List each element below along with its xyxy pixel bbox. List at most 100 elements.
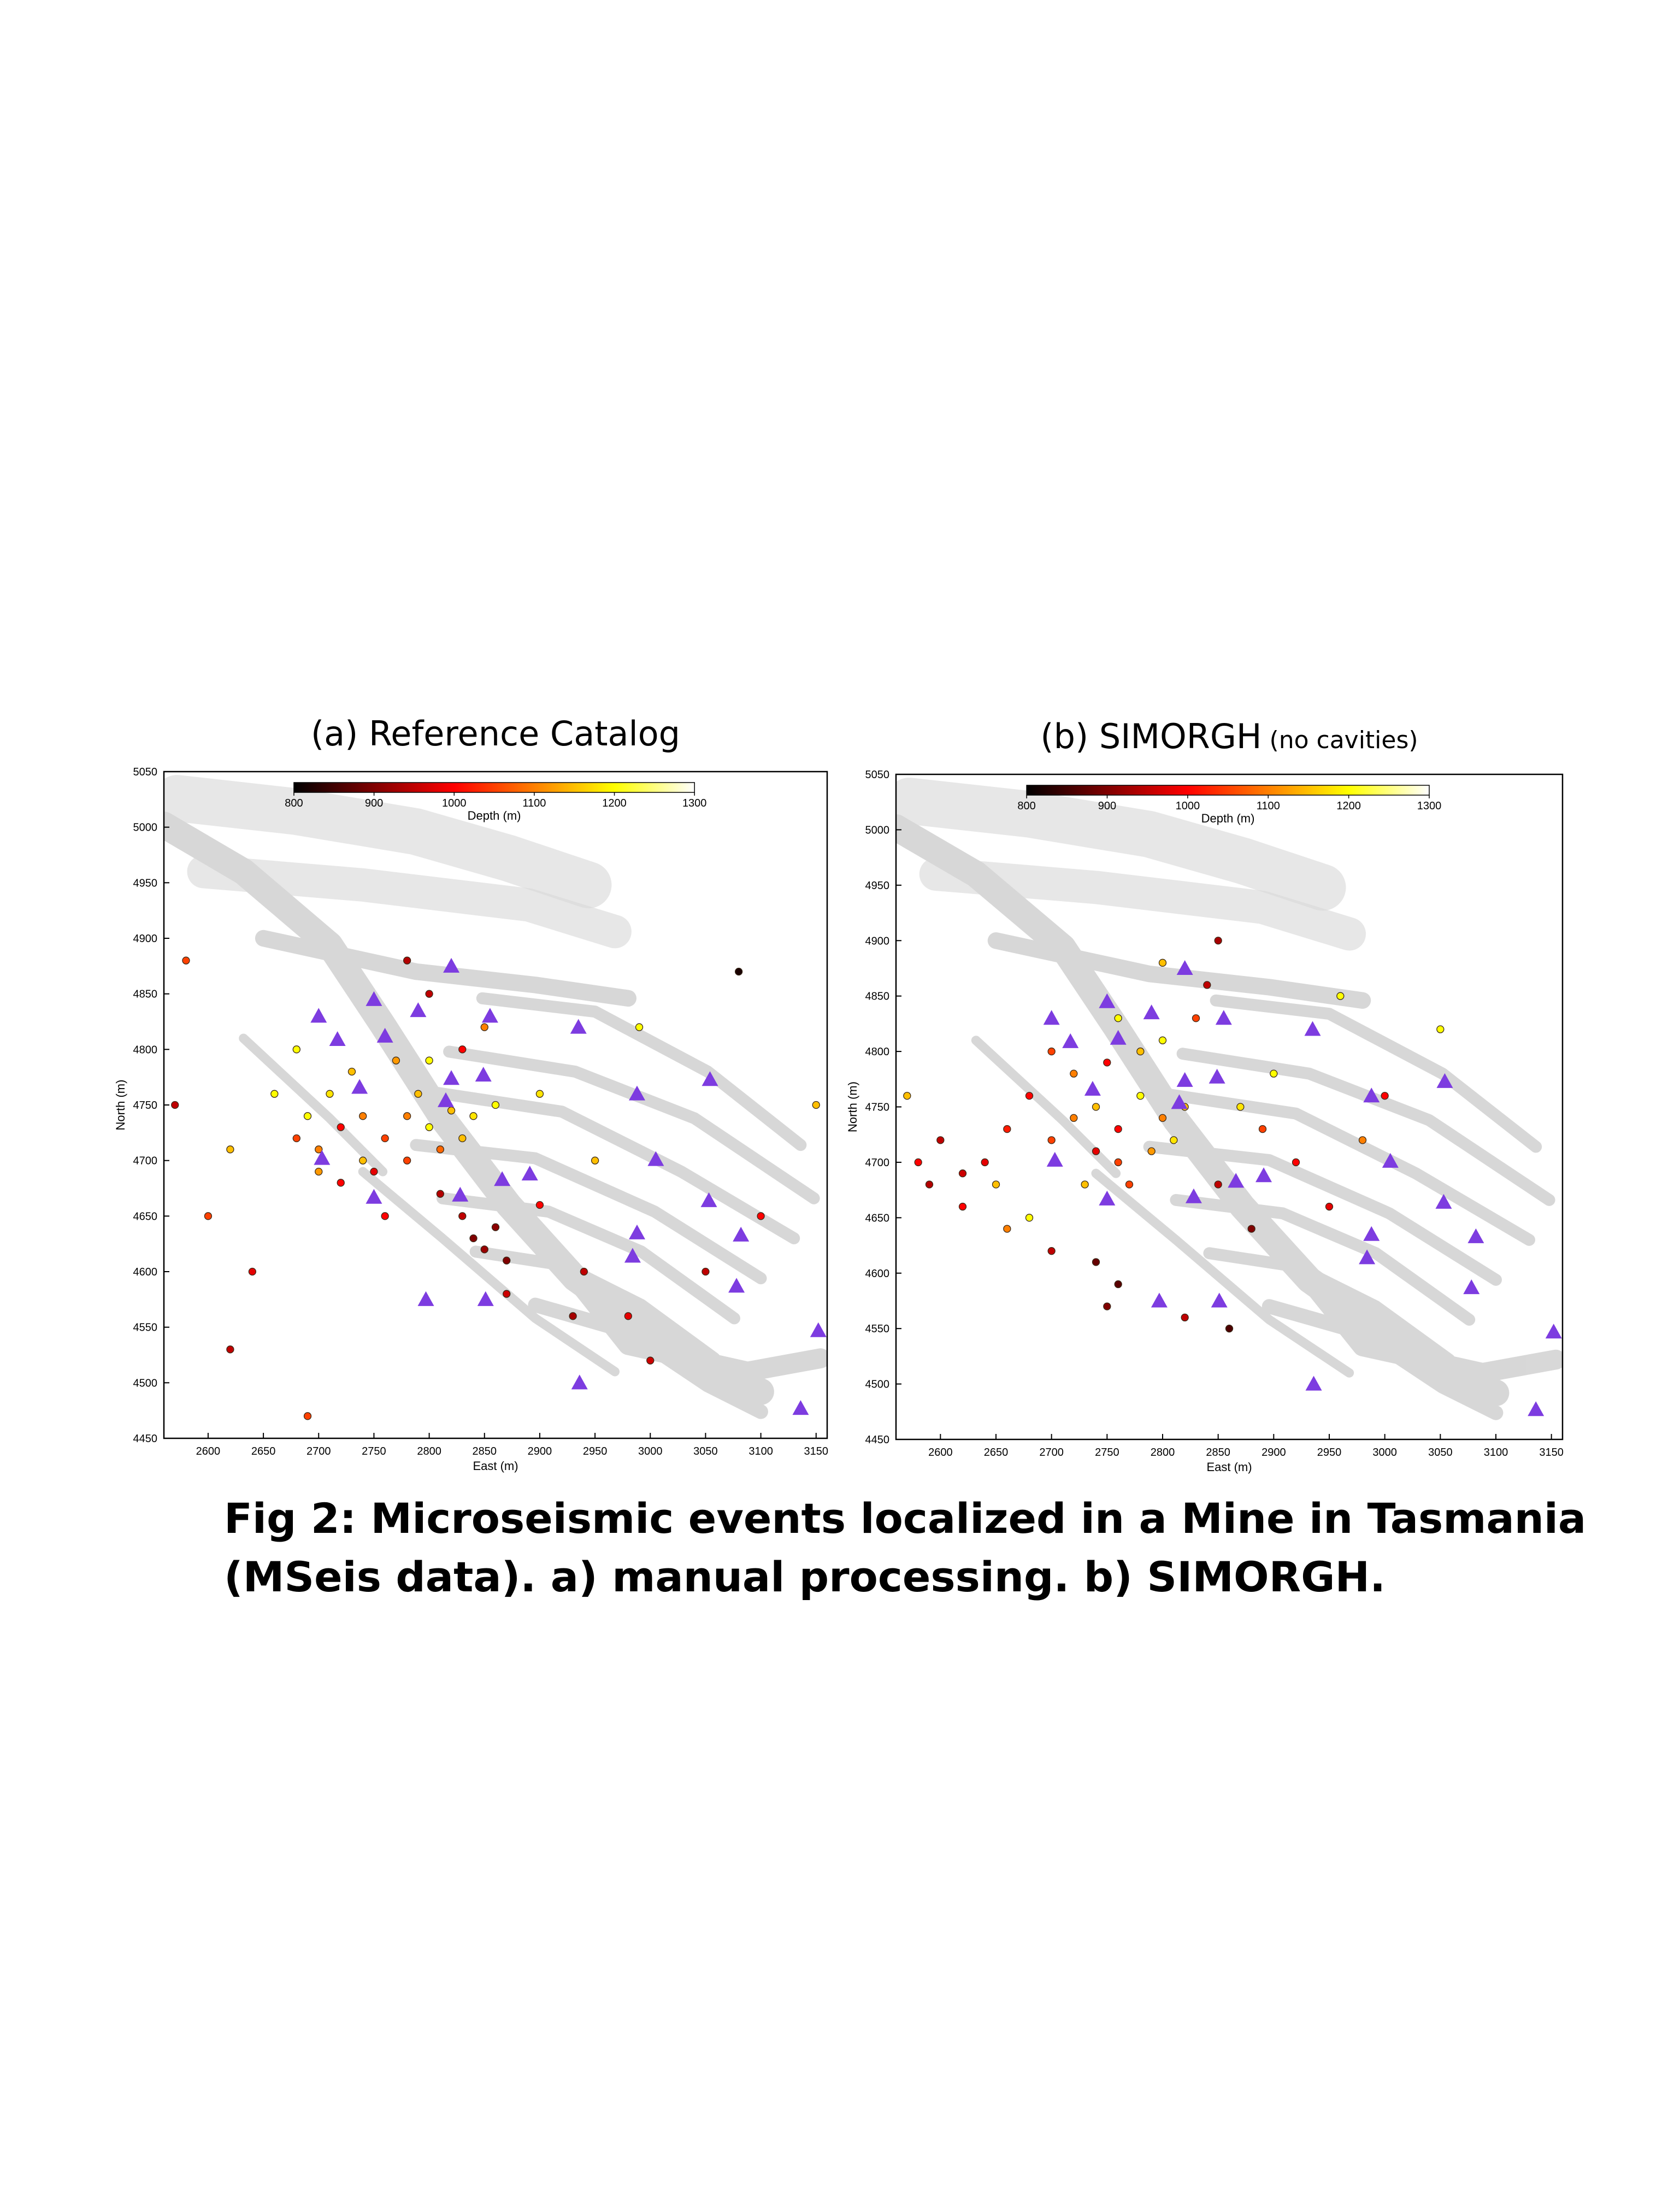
- station: [443, 957, 460, 973]
- event: [1092, 1103, 1100, 1111]
- event: [1047, 1047, 1056, 1056]
- x-tick-label: 2900: [1262, 1447, 1286, 1459]
- event: [936, 1136, 945, 1144]
- event: [1225, 1325, 1234, 1333]
- y-tick-label: 4900: [865, 935, 890, 947]
- event: [757, 1212, 765, 1220]
- event: [425, 990, 433, 998]
- station: [810, 1322, 827, 1337]
- title-main: (a) Reference Catalog: [311, 714, 680, 754]
- station: [417, 1291, 434, 1306]
- station: [1528, 1401, 1545, 1416]
- title-main: (b) SIMORGH: [1040, 716, 1262, 756]
- event: [1114, 1158, 1122, 1167]
- event: [734, 967, 743, 976]
- station: [1099, 993, 1116, 1008]
- x-tick-label: 2600: [196, 1445, 221, 1457]
- x-tick-label: 3100: [1484, 1447, 1508, 1459]
- event: [359, 1112, 367, 1120]
- event: [1170, 1136, 1178, 1144]
- y-tick-label: 5000: [865, 824, 890, 836]
- station: [733, 1226, 750, 1242]
- event: [1214, 937, 1222, 945]
- event: [370, 1167, 378, 1176]
- event: [270, 1090, 279, 1098]
- x-tick-label: 2800: [417, 1445, 441, 1457]
- x-tick-label: 2800: [1151, 1447, 1175, 1459]
- station: [314, 1150, 331, 1165]
- station: [494, 1171, 511, 1186]
- x-tick-label: 2750: [362, 1445, 386, 1457]
- event: [347, 1067, 356, 1076]
- station: [1211, 1292, 1228, 1308]
- event: [1114, 1125, 1122, 1133]
- event: [992, 1180, 1000, 1189]
- event: [1381, 1092, 1389, 1100]
- station: [1185, 1188, 1202, 1203]
- y-tick-label: 4650: [865, 1212, 890, 1224]
- colorbar-tick-label: 800: [1017, 800, 1035, 812]
- station: [1228, 1173, 1245, 1188]
- station: [1304, 1021, 1321, 1036]
- station: [1463, 1279, 1480, 1295]
- station: [351, 1079, 368, 1094]
- event: [1247, 1225, 1255, 1233]
- event: [812, 1101, 820, 1109]
- event: [503, 1256, 511, 1265]
- chart-title: (a) Reference Catalog: [311, 714, 680, 754]
- event: [469, 1234, 478, 1243]
- station: [477, 1291, 494, 1306]
- event: [1047, 1247, 1056, 1255]
- y-tick-label: 4600: [865, 1268, 890, 1280]
- event: [337, 1123, 345, 1131]
- station: [1436, 1073, 1453, 1088]
- station: [1143, 1004, 1160, 1020]
- event: [326, 1090, 334, 1098]
- station: [571, 1374, 588, 1390]
- station: [728, 1278, 745, 1293]
- station: [628, 1224, 645, 1239]
- station: [366, 1189, 382, 1204]
- event: [635, 1023, 644, 1031]
- event: [580, 1267, 588, 1276]
- event: [1158, 1114, 1167, 1122]
- colorbar-tick-label: 800: [285, 797, 303, 809]
- x-tick-label: 3150: [1539, 1447, 1564, 1459]
- event: [1092, 1258, 1100, 1266]
- event: [436, 1190, 444, 1198]
- event: [1092, 1147, 1100, 1155]
- station: [1255, 1167, 1272, 1183]
- event: [292, 1045, 300, 1054]
- x-tick-label: 2650: [984, 1447, 1009, 1459]
- station: [1305, 1375, 1322, 1391]
- event: [337, 1179, 345, 1187]
- x-tick-label: 2600: [928, 1447, 953, 1459]
- x-tick-label: 2700: [1039, 1447, 1064, 1459]
- event: [535, 1090, 544, 1098]
- event: [903, 1092, 911, 1100]
- event: [1136, 1047, 1145, 1056]
- y-axis-label: North (m): [114, 1080, 127, 1131]
- event: [1070, 1069, 1078, 1078]
- event: [1236, 1103, 1245, 1111]
- y-tick-label: 4900: [133, 933, 158, 945]
- station: [376, 1027, 393, 1043]
- station: [1151, 1292, 1168, 1308]
- caption-line: Fig 2: Microseismic events localized in …: [224, 1494, 1586, 1543]
- station: [1435, 1193, 1452, 1209]
- station: [521, 1166, 538, 1181]
- event: [204, 1212, 213, 1220]
- station: [475, 1067, 492, 1082]
- station: [1176, 1072, 1193, 1087]
- event: [292, 1134, 300, 1143]
- colorbar-tick-label: 1200: [1336, 800, 1361, 812]
- station: [310, 1008, 327, 1023]
- event: [1358, 1136, 1367, 1144]
- event: [226, 1345, 234, 1354]
- station: [1209, 1068, 1225, 1084]
- y-tick-label: 4700: [865, 1157, 890, 1169]
- station: [1467, 1228, 1484, 1243]
- station: [1084, 1081, 1101, 1096]
- event: [436, 1145, 444, 1154]
